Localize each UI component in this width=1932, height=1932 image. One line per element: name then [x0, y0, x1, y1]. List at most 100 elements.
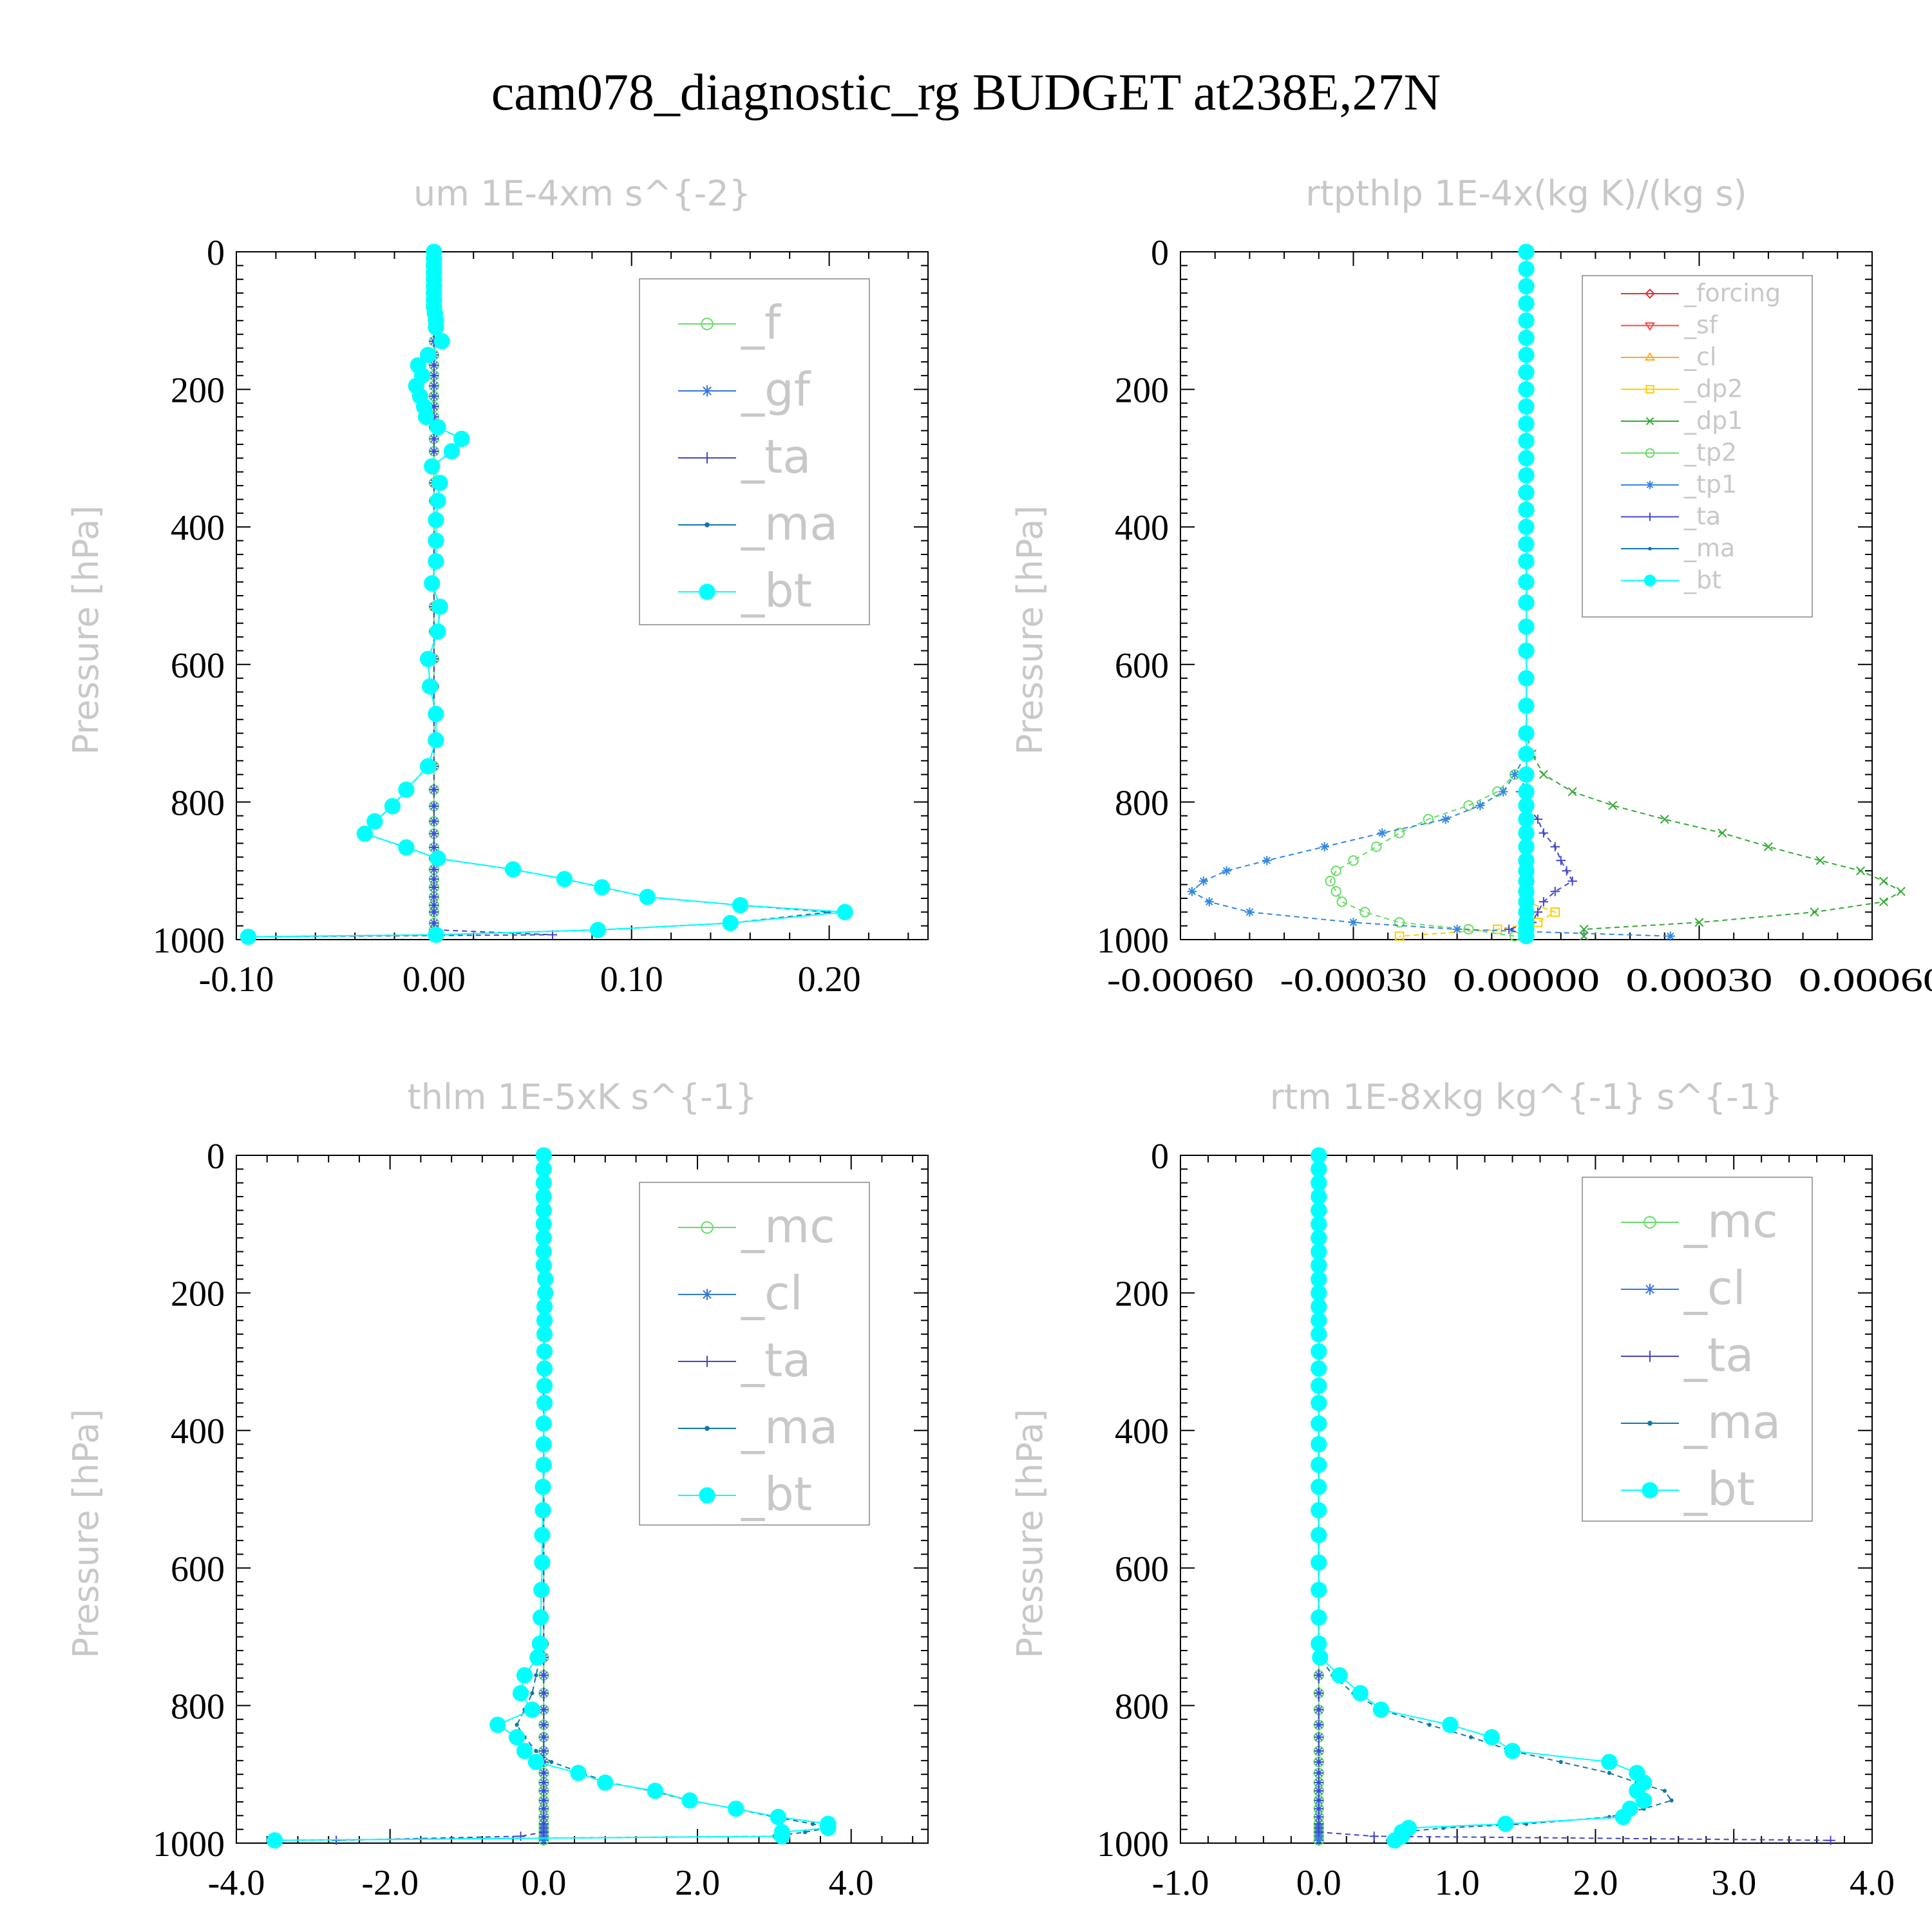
- x-tick-label: 0.0: [521, 1863, 566, 1903]
- marker-bt: [1642, 1482, 1658, 1499]
- marker-bt: [1518, 811, 1535, 828]
- marker-plus: [539, 1720, 549, 1730]
- marker-ma: [1662, 1788, 1667, 1793]
- marker-bt: [430, 850, 446, 867]
- marker-bt: [535, 1216, 552, 1233]
- marker-bt: [424, 458, 440, 475]
- marker-x: [1879, 897, 1888, 907]
- legend-label: _sf: [1683, 311, 1719, 339]
- marker-plus: [701, 1356, 713, 1367]
- marker-bt: [1311, 1343, 1327, 1360]
- legend-label: _dp1: [1683, 406, 1743, 435]
- y-axis-label: Pressure [hPa]: [66, 506, 106, 755]
- marker-x: [1879, 876, 1888, 886]
- y-tick-label: 1000: [153, 1824, 225, 1864]
- marker-bt: [1497, 1815, 1514, 1832]
- y-tick-label: 800: [171, 1687, 225, 1727]
- marker-asterisk: [1510, 770, 1520, 779]
- marker-plus: [539, 1705, 549, 1715]
- marker-bt: [1504, 1743, 1521, 1759]
- marker-bt: [1518, 450, 1535, 467]
- marker-x: [1608, 800, 1618, 810]
- marker-bt: [1518, 766, 1535, 783]
- marker-bt: [1352, 1685, 1368, 1701]
- marker-circle: [1336, 896, 1347, 907]
- marker-bt: [428, 319, 444, 336]
- marker-bt: [535, 1435, 552, 1453]
- marker-circle: [701, 1221, 714, 1234]
- marker-circle: [701, 317, 714, 330]
- marker-bt: [1311, 1243, 1327, 1260]
- legend-box: [639, 1182, 870, 1526]
- legend-box: [639, 278, 870, 625]
- marker-bt: [732, 896, 749, 914]
- marker-ma: [515, 1723, 519, 1727]
- marker-bt: [1311, 1394, 1327, 1412]
- marker-plus: [1567, 876, 1577, 886]
- marker-ma: [1607, 1770, 1612, 1776]
- x-tick-label: 0.00: [402, 960, 466, 999]
- marker-bt: [1311, 1160, 1327, 1178]
- x-tick-label: -0.00030: [1280, 962, 1427, 999]
- marker-bt: [535, 1147, 552, 1164]
- marker-bt: [639, 889, 656, 905]
- marker-plus: [429, 784, 439, 795]
- marker-bt: [536, 1394, 553, 1412]
- series-group: [267, 1147, 837, 1849]
- legend-label: _gf: [741, 363, 811, 417]
- marker-plus: [539, 1804, 549, 1814]
- marker-ma: [810, 1821, 815, 1826]
- marker-ma: [549, 1759, 554, 1765]
- marker-bt: [453, 430, 470, 448]
- marker-bt: [536, 1312, 553, 1329]
- legend-label: _cl: [741, 1266, 803, 1320]
- marker-asterisk: [1245, 907, 1255, 917]
- marker-plus: [429, 361, 439, 370]
- marker-bt: [533, 1582, 550, 1598]
- y-tick-label: 200: [171, 1274, 225, 1314]
- marker-plus: [429, 801, 439, 811]
- marker-x: [1539, 770, 1548, 779]
- marker-plus: [429, 918, 439, 928]
- y-axis-label: Pressure [hPa]: [1010, 506, 1050, 755]
- marker-ma: [1648, 547, 1652, 551]
- marker-plus: [429, 829, 439, 838]
- y-tick-label: 800: [1115, 783, 1169, 823]
- panel-title: um 1E-4xm s^{-2}: [413, 173, 751, 214]
- marker-bt: [508, 1728, 526, 1746]
- marker-bt: [535, 1175, 552, 1191]
- marker-bt: [647, 1783, 664, 1799]
- marker-ma: [705, 1426, 710, 1431]
- marker-circle: [1463, 800, 1474, 811]
- marker-circle: [1423, 813, 1434, 825]
- marker-bt: [1311, 1554, 1327, 1571]
- x-tick-label: 0.00060: [1799, 962, 1932, 999]
- y-tick-label: 0: [207, 233, 225, 273]
- marker-diamond: [1645, 289, 1655, 299]
- marker-bt: [1311, 1415, 1327, 1432]
- x-tick-label: 0.00000: [1453, 962, 1600, 999]
- marker-bt: [532, 1609, 549, 1626]
- marker-plus: [539, 1777, 549, 1788]
- marker-bt: [536, 1360, 553, 1377]
- chart-panel-2: 0 200 400 600 800 1000-0.00060 -0.00030 0.00000…: [1010, 173, 1932, 999]
- marker-bt: [1615, 1808, 1632, 1826]
- legend-label: _bt: [1683, 1462, 1755, 1516]
- marker-asterisk: [1644, 1283, 1656, 1295]
- x-tick-label: 2.0: [1573, 1863, 1618, 1903]
- marker-bt: [1518, 783, 1535, 800]
- figure-title: cam078_diagnostic_rg BUDGET at238E,27N: [491, 64, 1441, 121]
- marker-bt: [531, 1635, 549, 1652]
- marker-plus: [1314, 1768, 1323, 1778]
- marker-bt: [535, 1229, 552, 1246]
- marker-plus: [1314, 1705, 1323, 1715]
- marker-bt: [428, 732, 444, 748]
- marker-bt: [524, 1701, 541, 1718]
- marker-bt: [556, 871, 573, 887]
- marker-asterisk: [1187, 887, 1197, 896]
- marker-x: [1718, 828, 1727, 838]
- marker-circle: [1463, 923, 1474, 935]
- marker-bt: [1518, 261, 1535, 278]
- y-tick-label: 1000: [1097, 1824, 1169, 1864]
- marker-bt: [681, 1792, 698, 1809]
